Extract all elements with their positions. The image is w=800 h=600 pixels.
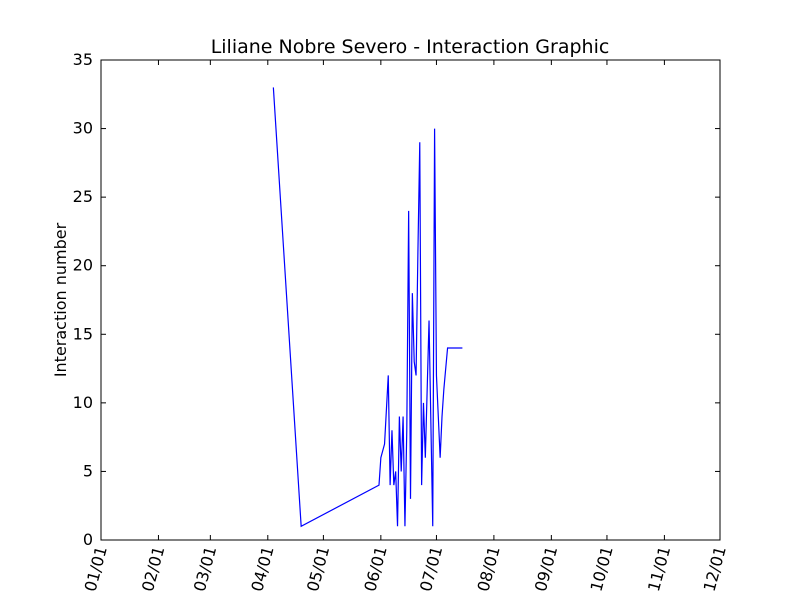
plot-frame [100, 59, 721, 541]
x-tick-label: 02/01 [138, 544, 168, 593]
y-tick-label: 35 [73, 50, 93, 69]
chart-title: Liliane Nobre Severo - Interaction Graph… [211, 36, 610, 58]
x-tick-label: 11/01 [644, 544, 674, 593]
plot-area [100, 59, 721, 541]
x-tick-label: 05/01 [303, 544, 333, 593]
y-tick-label: 25 [73, 187, 93, 206]
y-tick-label: 20 [73, 256, 93, 275]
y-tick-label: 15 [73, 324, 93, 343]
x-tick-label: 03/01 [190, 544, 220, 593]
y-tick-label: 5 [83, 461, 93, 480]
x-tick-label: 12/01 [700, 544, 730, 593]
x-tick-label: 08/01 [473, 544, 503, 593]
x-tick-label: 07/01 [416, 544, 446, 593]
y-tick-label: 10 [73, 393, 93, 412]
x-tick-label: 04/01 [247, 544, 277, 593]
x-tick-label: 10/01 [587, 544, 617, 593]
y-tick-label: 0 [83, 530, 93, 549]
axis-ticks [100, 59, 721, 541]
x-tick-label: 09/01 [531, 544, 561, 593]
y-axis-label: Interaction number [51, 222, 70, 377]
tick-labels: 0 5 10 15 20 25 30 35 01/01 02/01 03/01 04/01 05/01 0… [73, 50, 730, 594]
series-line [272, 87, 463, 528]
x-tick-label: 06/01 [360, 544, 390, 593]
y-tick-label: 30 [73, 119, 93, 138]
x-tick-label: 01/01 [81, 544, 111, 593]
